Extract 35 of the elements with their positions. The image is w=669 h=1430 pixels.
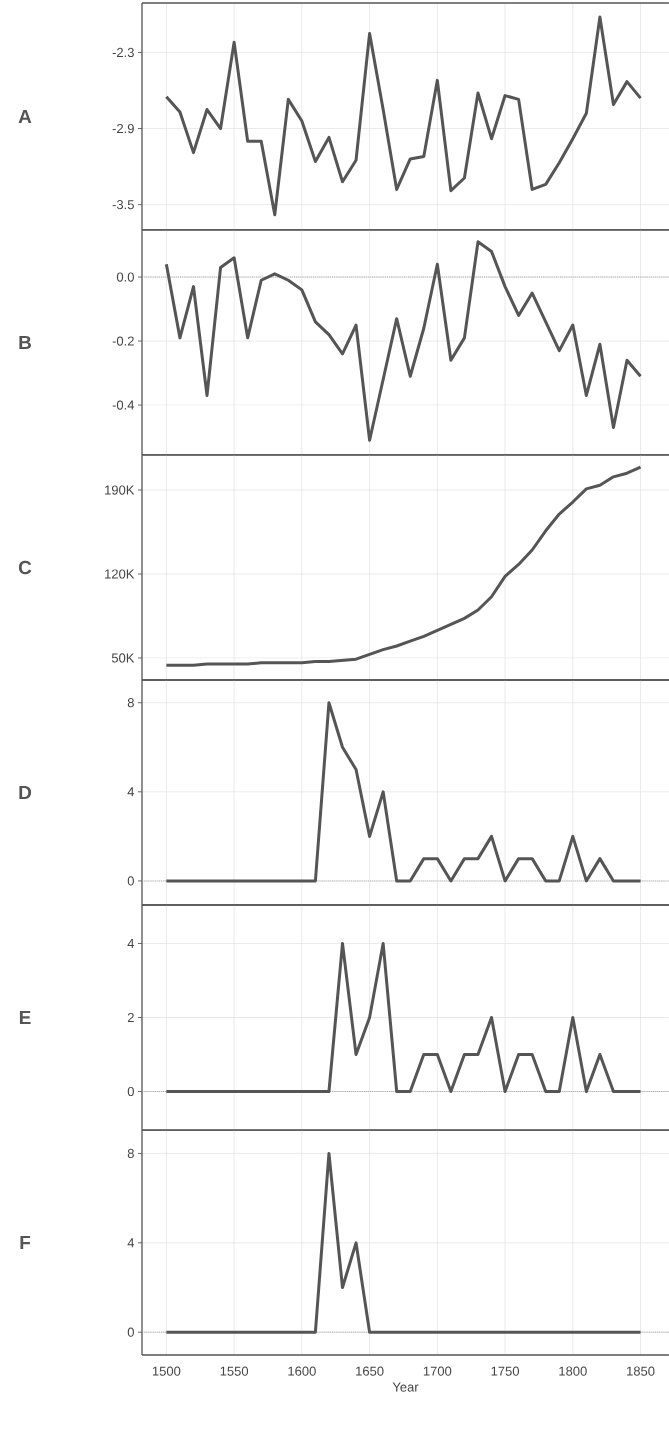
x-axis-title: Year <box>392 1382 419 1392</box>
y-tick-label: 190K <box>105 485 135 495</box>
y-tick-label: 8 <box>127 698 134 708</box>
x-tick-label: 1650 <box>356 1366 384 1376</box>
text: F <box>20 1235 31 1250</box>
y-tick-label: -0.4 <box>112 400 135 410</box>
x-tick-label: 1500 <box>152 1366 181 1376</box>
text: D <box>19 785 32 800</box>
y-tick-label: 2 <box>127 1012 134 1023</box>
y-tick-label: 8 <box>127 1148 134 1159</box>
text: A <box>18 109 32 124</box>
y-tick-label: -0.2 <box>112 336 134 346</box>
line-series <box>164 15 643 217</box>
y-tick-label: 0.0 <box>116 272 134 282</box>
x-tick-label: 1700 <box>423 1366 452 1376</box>
y-tick-label: 0 <box>127 876 134 886</box>
y-tick-label: 0 <box>127 1086 134 1097</box>
y-tick-label: 4 <box>127 939 135 948</box>
y-tick-label: -2.3 <box>112 47 134 58</box>
y-tick-label: -2.9 <box>112 123 134 134</box>
x-tick-label: 1600 <box>288 1366 316 1376</box>
x-tick-label: 1550 <box>220 1366 249 1376</box>
y-tick-label: -3.5 <box>112 200 134 210</box>
x-tick-label: 1750 <box>491 1366 520 1376</box>
y-tick-label: 4 <box>127 787 135 797</box>
text: C <box>18 560 32 575</box>
x-tick-label: 1850 <box>627 1366 655 1376</box>
y-tick-label: 120K <box>105 569 135 579</box>
x-tick-label: 1800 <box>559 1366 587 1376</box>
y-tick-label: 0 <box>127 1327 134 1337</box>
text: E <box>19 1010 31 1025</box>
y-tick-label: 4 <box>127 1238 135 1248</box>
y-tick-label: 50K <box>111 653 135 663</box>
text: B <box>19 335 31 350</box>
line-series <box>164 240 643 442</box>
